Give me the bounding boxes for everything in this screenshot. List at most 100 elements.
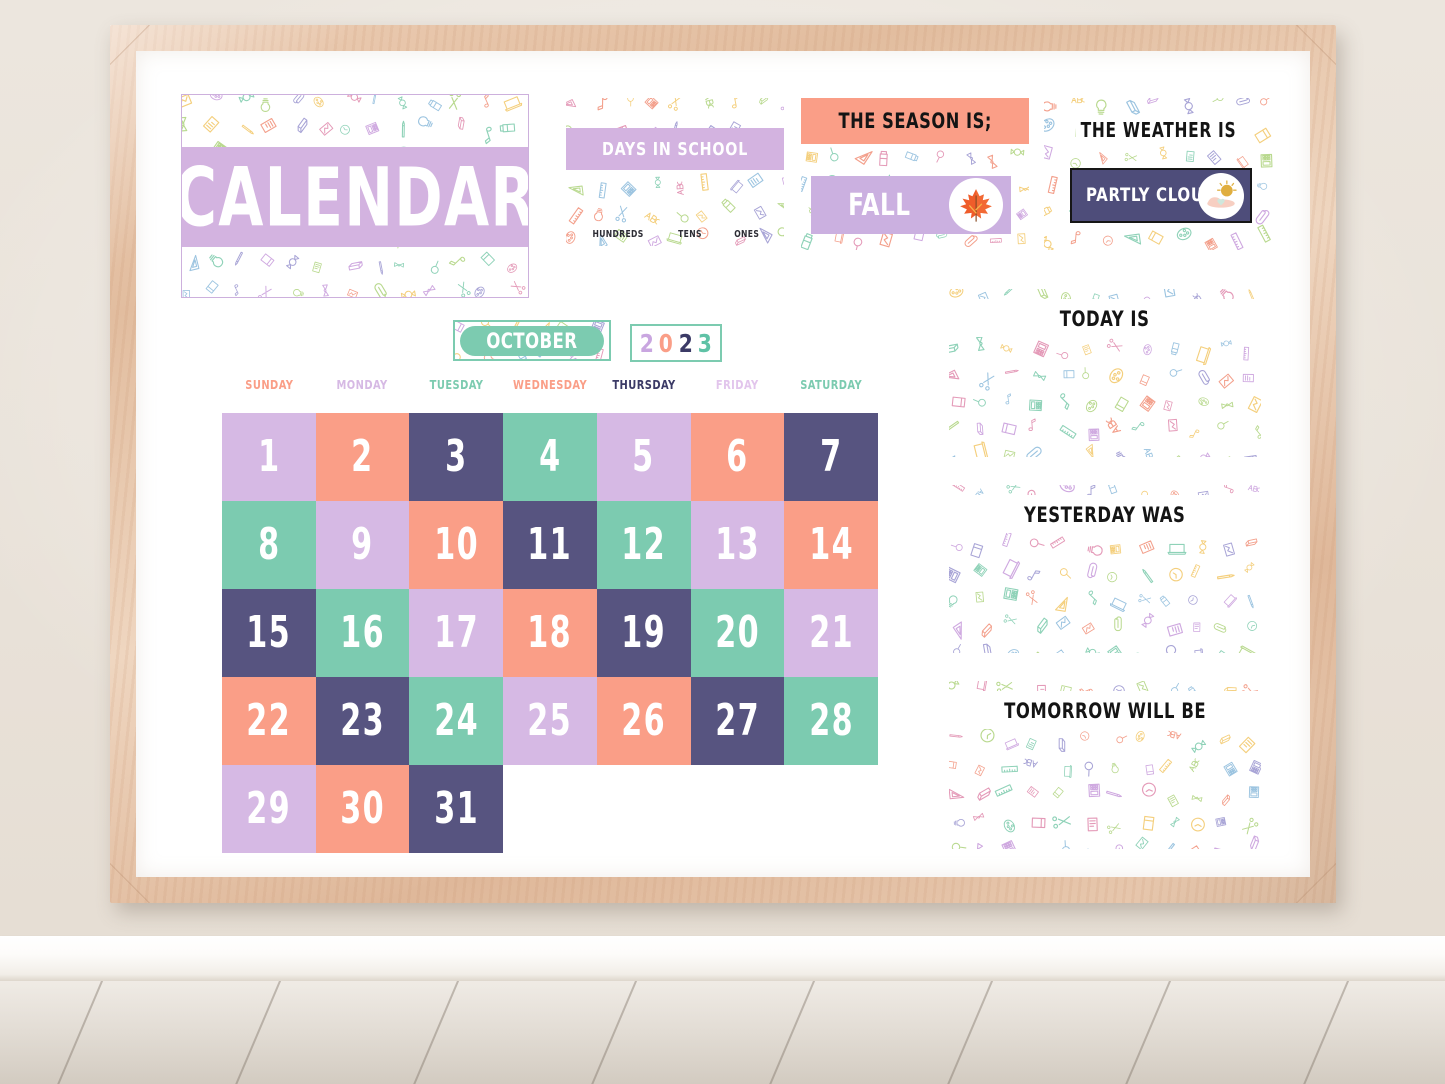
- place-value-ones: ONES: [734, 229, 760, 240]
- calendar-day-7[interactable]: 7: [784, 413, 878, 501]
- year-card[interactable]: 2 0 2 3: [630, 324, 722, 362]
- weekday-label: FRIDAY: [716, 377, 759, 392]
- days-in-school-banner: DAYS IN SCHOOL: [566, 128, 784, 170]
- calendar-day-18[interactable]: 18: [503, 589, 597, 677]
- calendar-day-19[interactable]: 19: [596, 589, 691, 677]
- month-card[interactable]: OCTOBER: [453, 320, 611, 361]
- calendar-day-20[interactable]: 20: [690, 589, 785, 677]
- calendar-day-12[interactable]: 12: [596, 501, 691, 589]
- calendar-day-29[interactable]: 29: [222, 765, 316, 853]
- calendar-day-number: 1: [257, 432, 281, 482]
- weekday-header-friday: FRIDAY: [691, 377, 785, 392]
- weather-value-box[interactable]: PARTLY CLOUDY: [1070, 168, 1252, 223]
- calendar-date-grid: 1 2 3 4 5 6 7 8 9 10 11 12 13 14 15 16 17 18 19 20 21 22 23 24 2…: [222, 413, 878, 853]
- calendar-day-13[interactable]: 13: [690, 501, 785, 589]
- calendar-title-band: CALENDAR: [182, 147, 528, 247]
- calendar-day-number: 17: [433, 608, 479, 658]
- days-in-school-card[interactable]: DAYS IN SCHOOL HUNDREDS TENS ONES: [566, 98, 784, 246]
- calendar-day-number: 12: [621, 520, 667, 570]
- weekday-header-saturday: SATURDAY: [784, 377, 878, 392]
- calendar-day-6[interactable]: 6: [690, 413, 785, 501]
- yesterday-was-label-wrap: YESTERDAY WAS: [949, 499, 1261, 531]
- page-title: CALENDAR: [181, 149, 529, 245]
- calendar-day-30[interactable]: 30: [315, 765, 410, 853]
- calendar-day-number: 19: [621, 608, 667, 658]
- weekday-label: WEDNESDAY: [512, 377, 587, 392]
- calendar-day-number: 2: [351, 432, 374, 482]
- season-value-row[interactable]: FALL: [811, 176, 1011, 234]
- month-name: OCTOBER: [486, 328, 578, 353]
- calendar-day-number: 26: [621, 696, 667, 746]
- sun-behind-cloud-icon: [1198, 172, 1244, 219]
- weekday-header-wednesday: WEDNESDAY: [503, 377, 597, 392]
- yesterday-was-card[interactable]: YESTERDAY WAS: [949, 485, 1261, 653]
- calendar-day-number: 23: [340, 696, 385, 746]
- calendar-day-number: 29: [246, 784, 292, 834]
- calendar-day-5[interactable]: 5: [596, 413, 691, 501]
- calendar-day-8[interactable]: 8: [222, 501, 316, 589]
- calendar-day-11[interactable]: 11: [503, 501, 597, 589]
- weekday-header-tuesday: TUESDAY: [409, 377, 503, 392]
- calendar-cell-empty: [597, 765, 691, 853]
- calendar-day-3[interactable]: 3: [409, 413, 504, 501]
- calendar-day-number: 14: [808, 520, 854, 570]
- year-digit-2: 0: [659, 328, 674, 358]
- season-title: THE SEASON IS;: [838, 109, 992, 133]
- calendar-day-9[interactable]: 9: [315, 501, 410, 589]
- calendar-day-4[interactable]: 4: [503, 413, 597, 501]
- weather-title: THE WEATHER IS: [1044, 116, 1274, 144]
- calendar-day-number: 16: [340, 608, 385, 658]
- baseboard: [0, 936, 1445, 981]
- calendar-day-24[interactable]: 24: [409, 677, 504, 765]
- maple-leaf-icon: [949, 178, 1003, 232]
- year-digit-3: 2: [678, 328, 693, 358]
- season-value: FALL: [848, 187, 911, 223]
- calendar-day-number: 22: [246, 696, 292, 746]
- calendar-day-number: 27: [715, 696, 760, 746]
- weather-card[interactable]: THE WEATHER IS PARTLY CLOUDY: [1044, 98, 1274, 250]
- tomorrow-will-be-card[interactable]: TOMORROW WILL BE: [949, 681, 1261, 849]
- calendar-board: CALENDAR DAYS IN SCHOOL HUNDREDS TENS ON…: [136, 51, 1310, 877]
- calendar-day-31[interactable]: 31: [409, 765, 504, 853]
- year-digit-1: 2: [639, 328, 655, 358]
- weekday-header-thursday: THURSDAY: [597, 377, 691, 392]
- calendar-day-21[interactable]: 21: [784, 589, 878, 677]
- tomorrow-will-be-label: TOMORROW WILL BE: [995, 695, 1215, 727]
- calendar-day-22[interactable]: 22: [222, 677, 316, 765]
- calendar-day-26[interactable]: 26: [596, 677, 691, 765]
- days-in-school-label: DAYS IN SCHOOL: [601, 138, 749, 160]
- picture-frame: CALENDAR DAYS IN SCHOOL HUNDREDS TENS ON…: [110, 25, 1336, 903]
- today-is-label-wrap: TODAY IS: [949, 303, 1261, 335]
- calendar-cell-empty: [503, 765, 597, 853]
- calendar-day-number: 11: [527, 520, 573, 570]
- calendar-day-number: 21: [808, 608, 854, 658]
- calendar-day-16[interactable]: 16: [315, 589, 410, 677]
- calendar-day-27[interactable]: 27: [690, 677, 785, 765]
- calendar-day-17[interactable]: 17: [409, 589, 504, 677]
- calendar-day-number: 4: [538, 432, 562, 482]
- calendar-day-25[interactable]: 25: [503, 677, 597, 765]
- calendar-day-number: 6: [726, 432, 749, 482]
- calendar-day-number: 18: [527, 608, 573, 658]
- calendar-day-number: 7: [819, 432, 843, 482]
- calendar-day-2[interactable]: 2: [315, 413, 410, 501]
- month-pill: OCTOBER: [460, 325, 604, 356]
- calendar-day-10[interactable]: 10: [409, 501, 504, 589]
- today-is-card[interactable]: TODAY IS: [949, 289, 1261, 457]
- calendar-day-14[interactable]: 14: [784, 501, 878, 589]
- season-card[interactable]: THE SEASON IS; FALL: [801, 98, 1029, 250]
- calendar-day-number: 20: [715, 608, 760, 658]
- weekday-label: THURSDAY: [612, 377, 676, 392]
- calendar-day-28[interactable]: 28: [784, 677, 878, 765]
- calendar-day-1[interactable]: 1: [222, 413, 316, 501]
- weekday-label: SATURDAY: [800, 377, 863, 392]
- calendar-day-number: 3: [445, 432, 468, 482]
- calendar-day-number: 25: [527, 696, 573, 746]
- calendar-day-number: 5: [632, 432, 655, 482]
- calendar-day-number: 30: [340, 784, 385, 834]
- doodle-pattern-background: [566, 98, 784, 246]
- calendar-day-23[interactable]: 23: [315, 677, 410, 765]
- calendar-day-15[interactable]: 15: [222, 589, 316, 677]
- calendar-day-number: 8: [257, 520, 281, 570]
